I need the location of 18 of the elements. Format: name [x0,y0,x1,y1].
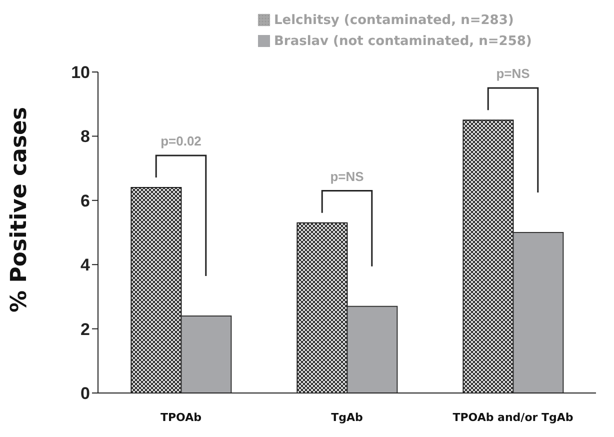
y-tick-label: 6 [80,191,90,210]
x-tick-label: TgAb [331,410,364,424]
annotation: p=0.02 [160,133,202,148]
legend-label: Braslav (not contaminated, n=258) [274,34,532,49]
y-tick-label: 2 [80,320,90,339]
bar [512,232,564,393]
y-axis-title: % Positive cases [6,106,32,312]
bar [346,306,398,393]
x-tick-label: TPOAb [160,410,202,424]
bar [180,315,232,393]
legend-label: Lelchitsy (contaminated, n=283) [274,13,514,28]
y-tick-label: 10 [71,63,90,82]
y-tick-label: 4 [80,256,91,275]
y-tick-label: 8 [80,127,90,146]
annotation: p=NS [496,66,530,82]
x-tick-label: TPOAb and/or TgAb [452,410,574,424]
annotation: p=NS [330,168,364,184]
y-tick-label: 0 [80,384,90,404]
